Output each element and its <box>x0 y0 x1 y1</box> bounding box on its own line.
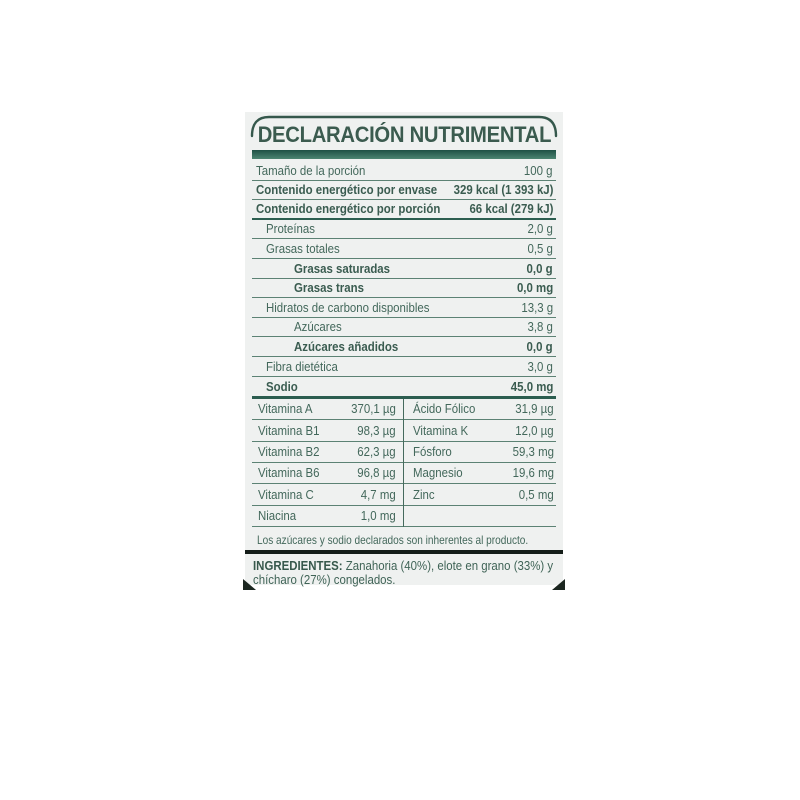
micronutrient-column-right: Ácido Fólico 31,9 µg Vitamina K 12,0 µg … <box>404 399 556 527</box>
top-border-arc <box>250 115 558 138</box>
row-value: 3,8 g <box>527 319 553 335</box>
table-row: Magnesio 19,6 mg <box>404 463 556 485</box>
row-label: Azúcares añadidos <box>294 338 399 354</box>
ingredients-divider-rule <box>245 549 563 554</box>
row-value: 2,0 g <box>527 221 553 237</box>
row-label: Fibra dietética <box>266 358 338 374</box>
table-row: Niacina 1,0 mg <box>252 506 403 527</box>
row-value: 59,3 mg <box>512 444 554 460</box>
row-label: Azúcares <box>294 319 342 335</box>
row-value: 329 kcal (1 393 kJ) <box>453 182 553 198</box>
table-row: Hidratos de carbono disponibles 13,3 g <box>252 298 556 318</box>
row-value: 98,3 µg <box>357 422 396 438</box>
row-value: 45,0 mg <box>510 379 553 395</box>
row-value: 12,0 µg <box>515 422 554 438</box>
row-value: 0,0 g <box>526 338 553 354</box>
row-label: Grasas saturadas <box>294 260 391 276</box>
table-row: Proteínas 2,0 g <box>252 220 556 240</box>
row-value: 0,0 g <box>526 260 553 276</box>
footnote: Los azúcares y sodio declarados son inhe… <box>252 527 556 548</box>
ingredients-heading: INGREDIENTES: <box>253 557 343 573</box>
corner-mark-right <box>552 579 565 590</box>
table-row: Vitamina C 4,7 mg <box>252 484 403 506</box>
table-row: Fósforo 59,3 mg <box>404 442 556 464</box>
row-value: 100 g <box>524 162 553 178</box>
table-row: Zinc 0,5 mg <box>404 484 556 506</box>
row-label: Vitamina A <box>258 401 313 417</box>
table-row: Grasas saturadas 0,0 g <box>252 259 556 279</box>
table-row: Contenido energético por porción 66 kcal… <box>252 200 556 220</box>
row-value: 62,3 µg <box>357 444 396 460</box>
micronutrient-column-left: Vitamina A 370,1 µg Vitamina B1 98,3 µg … <box>252 399 404 527</box>
row-value: 1,0 mg <box>361 507 396 523</box>
table-row: Vitamina B6 96,8 µg <box>252 463 403 485</box>
row-value: 96,8 µg <box>357 465 396 481</box>
table-row: Vitamina K 12,0 µg <box>404 420 556 442</box>
table-row: Tamaño de la porción 100 g <box>252 161 556 181</box>
row-value: 19,6 mg <box>512 465 554 481</box>
ingredients-text: Zanahoria (40%), elote en grano (33%) y <box>342 557 554 573</box>
table-row: Contenido energético por envase 329 kcal… <box>252 181 556 201</box>
nutrition-content: Tamaño de la porción 100 g Contenido ene… <box>252 161 556 548</box>
row-label: Zinc <box>413 486 435 502</box>
nutrition-table: Tamaño de la porción 100 g Contenido ene… <box>252 161 556 396</box>
table-row: Ácido Fólico 31,9 µg <box>404 399 556 421</box>
row-value: 13,3 g <box>521 299 553 315</box>
row-value: 0,0 mg <box>516 280 553 296</box>
section-divider <box>252 396 556 400</box>
table-row: Sodio 45,0 mg <box>252 377 556 397</box>
row-value: 3,0 g <box>527 358 553 374</box>
table-row: Fibra dietética 3,0 g <box>252 357 556 377</box>
table-row: Azúcares añadidos 0,0 g <box>252 337 556 357</box>
row-label: Grasas trans <box>294 280 364 296</box>
row-value: 0,5 mg <box>519 486 554 502</box>
row-label: Fósforo <box>413 444 452 460</box>
row-label: Vitamina B2 <box>258 444 320 460</box>
table-row: Vitamina B2 62,3 µg <box>252 442 403 464</box>
table-row: Grasas trans 0,0 mg <box>252 279 556 299</box>
row-label: Hidratos de carbono disponibles <box>266 299 430 315</box>
table-row: Azúcares 3,8 g <box>252 318 556 338</box>
row-value: 370,1 µg <box>351 401 396 417</box>
row-label: Magnesio <box>413 465 463 481</box>
ingredients-line1: INGREDIENTES: Zanahoria (40%), elote en … <box>253 557 553 574</box>
row-label: Vitamina C <box>258 486 314 502</box>
row-label: Sodio <box>266 379 298 395</box>
page-title: DECLARACIÓN NUTRIMENTAL <box>257 122 552 147</box>
row-label: Vitamina B6 <box>258 465 320 481</box>
row-label: Niacina <box>258 507 297 523</box>
row-label: Contenido energético por porción <box>256 200 441 216</box>
row-label: Contenido energético por envase <box>256 182 438 198</box>
row-value: 66 kcal (279 kJ) <box>469 200 553 216</box>
table-row: Vitamina A 370,1 µg <box>252 399 403 421</box>
row-label: Ácido Fólico <box>413 401 476 417</box>
row-label: Vitamina K <box>413 422 469 438</box>
nutrition-panel: DECLARACIÓN NUTRIMENTAL Tamaño de la por… <box>243 112 565 590</box>
row-label: Proteínas <box>266 221 315 237</box>
table-row: Vitamina B1 98,3 µg <box>252 420 403 442</box>
row-label: Vitamina B1 <box>258 422 320 438</box>
table-row-empty <box>404 506 556 527</box>
row-label: Grasas totales <box>266 240 340 256</box>
footnote-text: Los azúcares y sodio declarados son inhe… <box>257 532 529 547</box>
ingredients-line2: chícharo (27%) congelados. <box>253 572 396 588</box>
row-value: 0,5 g <box>527 240 553 256</box>
ingredients-section: INGREDIENTES: Zanahoria (40%), elote en … <box>253 557 559 588</box>
corner-mark-left <box>243 579 256 590</box>
title-underline-bar <box>252 150 556 159</box>
row-value: 31,9 µg <box>515 401 554 417</box>
table-row: Grasas totales 0,5 g <box>252 239 556 259</box>
row-value: 4,7 mg <box>361 486 396 502</box>
row-label: Tamaño de la porción <box>256 162 366 178</box>
micronutrient-table: Vitamina A 370,1 µg Vitamina B1 98,3 µg … <box>252 399 556 527</box>
